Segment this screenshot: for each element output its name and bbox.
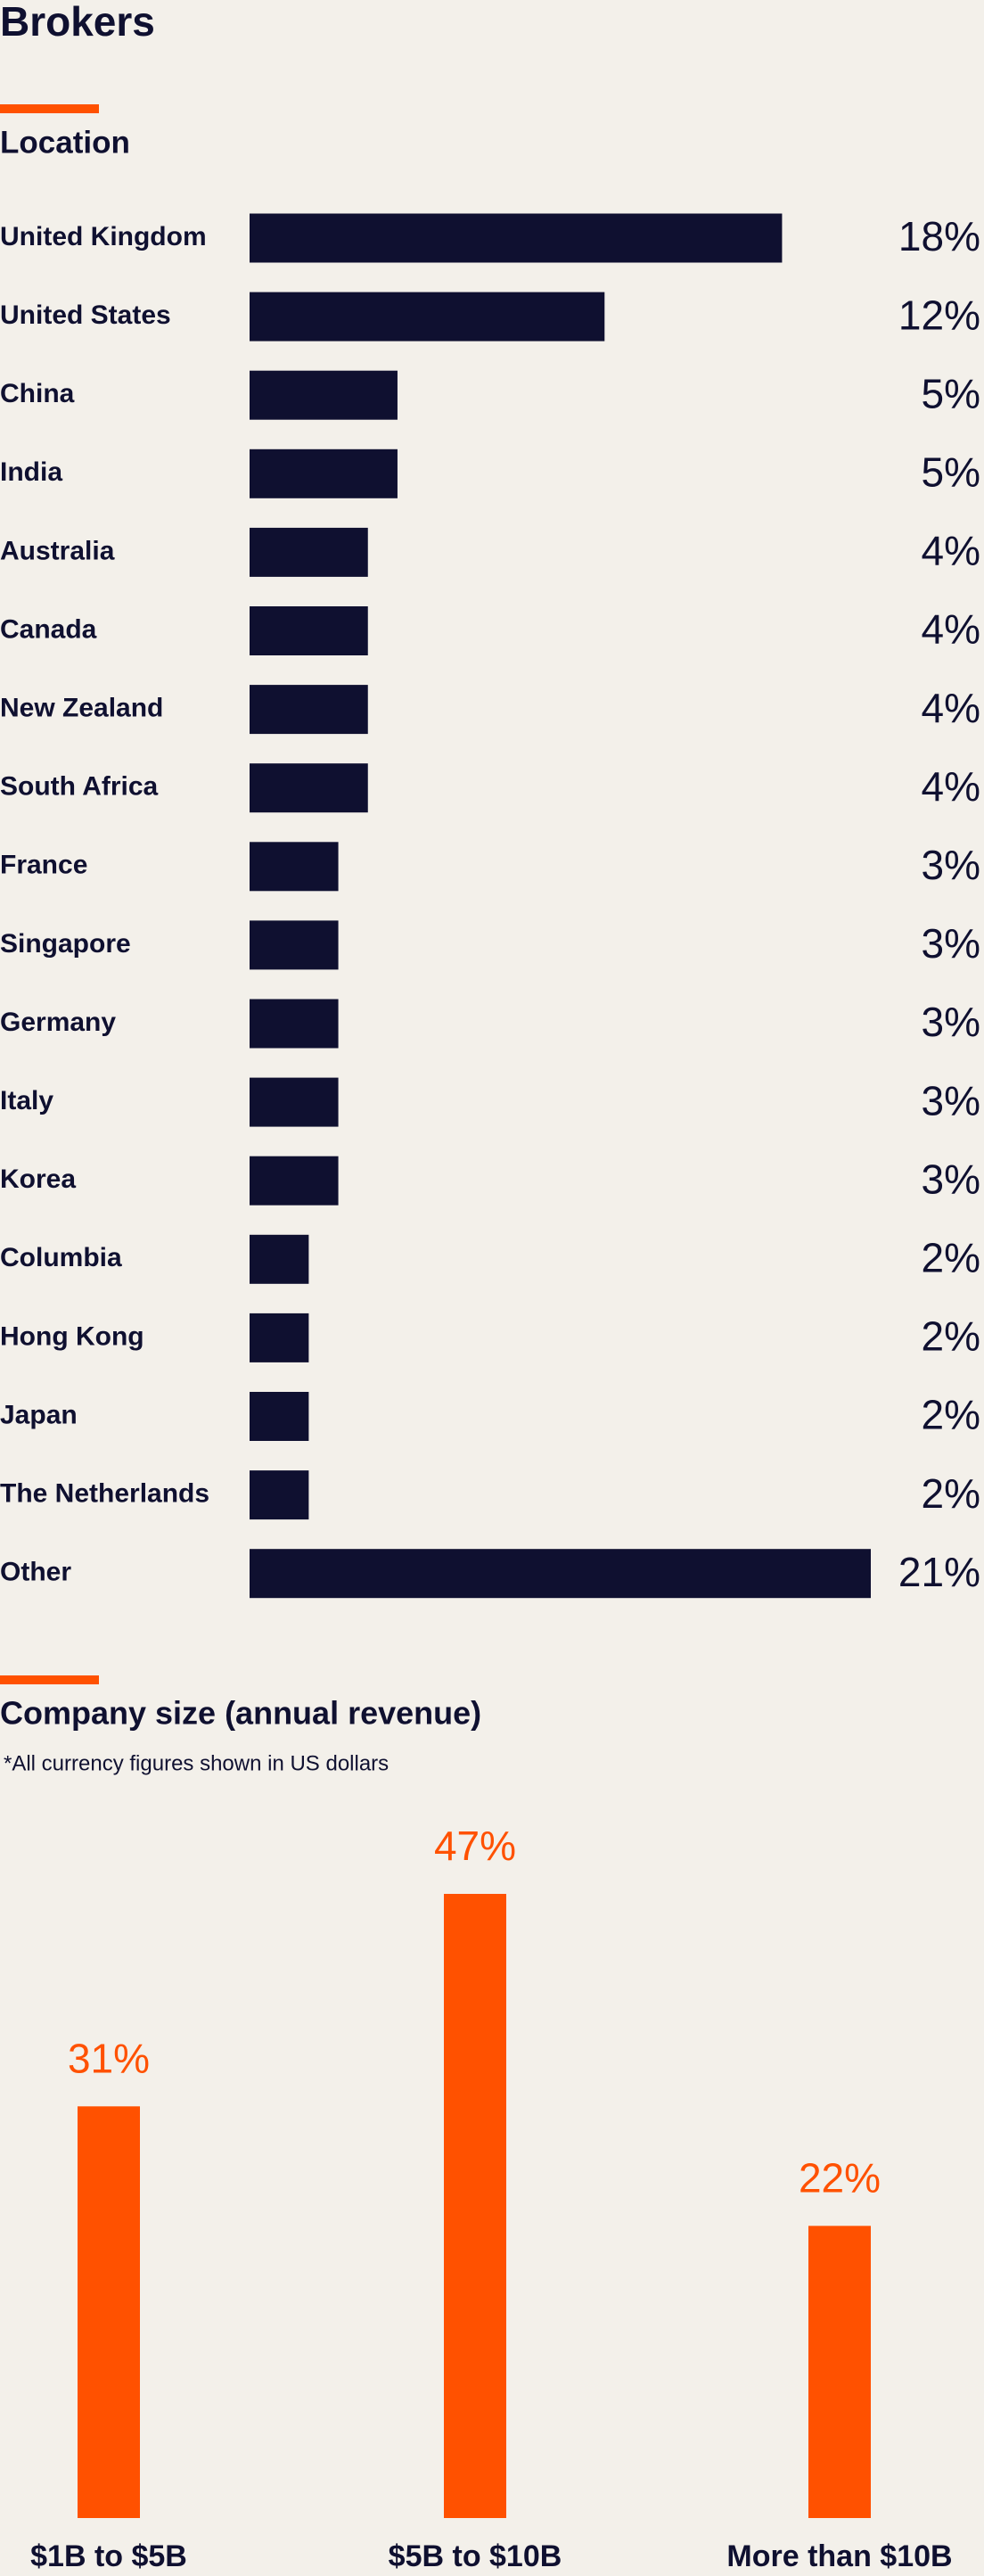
chart-title: Company size (annual revenue) <box>0 1695 481 1732</box>
bar <box>250 370 398 420</box>
category-label: India <box>0 457 62 487</box>
bar <box>78 2106 140 2518</box>
value-label: 3% <box>922 999 980 1045</box>
value-label: 5% <box>922 370 980 416</box>
bar <box>250 1077 339 1127</box>
category-label: France <box>0 851 87 880</box>
bar <box>444 1894 506 2518</box>
value-label: 2% <box>922 1392 980 1438</box>
bar <box>250 842 339 892</box>
category-label: Singapore <box>0 929 131 959</box>
category-label: Korea <box>0 1165 76 1194</box>
bar <box>250 1156 339 1206</box>
value-label: 22% <box>799 2154 881 2201</box>
category-label: China <box>0 379 75 408</box>
category-label: New Zealand <box>0 694 163 723</box>
bar <box>250 527 368 577</box>
bar <box>250 213 783 263</box>
category-label: Hong Kong <box>0 1321 144 1351</box>
category-label: Other <box>0 1558 71 1587</box>
category-label: More than $10B <box>726 2539 952 2573</box>
value-label: 5% <box>922 449 980 495</box>
value-label: 18% <box>898 213 980 259</box>
bar <box>250 999 339 1049</box>
category-label: $1B to $5B <box>30 2539 187 2573</box>
value-label: 21% <box>898 1549 980 1595</box>
category-label: Australia <box>0 536 115 565</box>
value-label: 4% <box>922 763 980 810</box>
category-label: Germany <box>0 1008 116 1037</box>
category-label: United States <box>0 300 171 330</box>
bar <box>250 1313 309 1362</box>
chart-note: *All currency figures shown in US dollar… <box>4 1751 389 1775</box>
value-label: 47% <box>434 1823 516 1869</box>
page-title: Brokers <box>0 0 155 45</box>
value-label: 3% <box>922 920 980 967</box>
bar <box>250 1470 309 1520</box>
category-label: Italy <box>0 1086 53 1115</box>
value-label: 3% <box>922 1077 980 1123</box>
bar <box>250 292 605 342</box>
value-label: 31% <box>68 2035 150 2081</box>
bar <box>250 1392 309 1441</box>
value-label: 2% <box>922 1313 980 1360</box>
value-label: 2% <box>922 1234 980 1280</box>
value-label: 4% <box>922 685 980 731</box>
bar <box>250 685 368 735</box>
category-label: $5B to $10B <box>389 2539 562 2573</box>
category-label: Canada <box>0 614 97 644</box>
chart-title: Location <box>0 125 130 160</box>
bar <box>250 763 368 813</box>
value-label: 12% <box>898 292 980 338</box>
value-label: 4% <box>922 606 980 653</box>
bar <box>808 2226 871 2518</box>
category-label: South Africa <box>0 772 159 802</box>
bar <box>250 449 398 498</box>
value-label: 2% <box>922 1470 980 1517</box>
accent-rule <box>0 1675 99 1684</box>
category-label: United Kingdom <box>0 222 207 251</box>
bar <box>250 606 368 655</box>
category-label: Columbia <box>0 1243 122 1272</box>
bar <box>250 920 339 970</box>
category-label: Japan <box>0 1400 78 1429</box>
bar <box>250 1549 871 1599</box>
value-label: 3% <box>922 1156 980 1202</box>
value-label: 3% <box>922 842 980 888</box>
value-label: 4% <box>922 528 980 574</box>
bar <box>250 1234 309 1284</box>
accent-rule <box>0 104 99 113</box>
category-label: The Netherlands <box>0 1479 209 1509</box>
